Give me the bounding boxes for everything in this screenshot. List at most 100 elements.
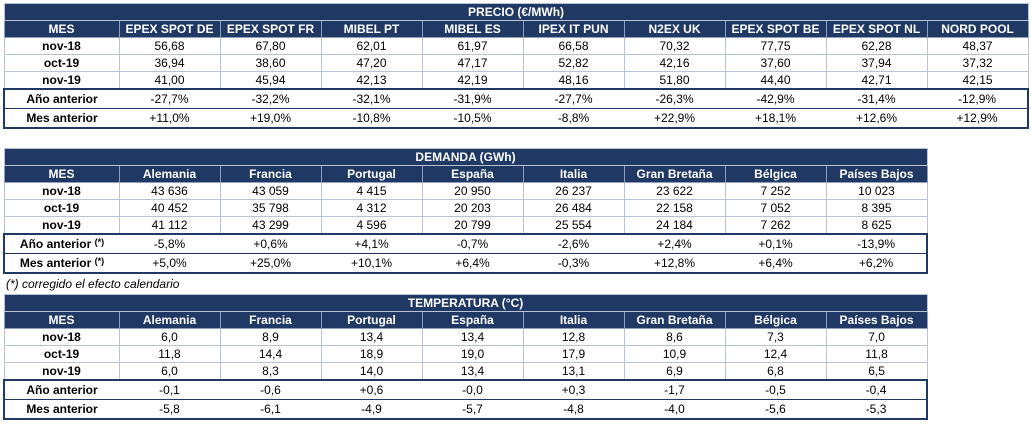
cell: 70,32	[623, 37, 726, 55]
column-header: MES	[3, 20, 120, 38]
column-header: Alemania	[118, 165, 221, 183]
label-text: Mes anterior	[26, 402, 98, 416]
cell: -0,7%	[422, 233, 523, 254]
data-row: nov-18 6,0 8,9 13,4 13,4 12,8 8,6 7,3 7,0	[3, 328, 928, 346]
cell: 6,5	[825, 362, 928, 381]
table-title: DEMANDA (GWh)	[3, 148, 928, 166]
cell: -5,8	[119, 399, 220, 420]
cell: -32,2%	[220, 88, 321, 109]
cell: -5,8%	[119, 233, 220, 254]
data-row: oct-19 40 452 35 798 4 312 20 203 26 484 22 15…	[3, 199, 928, 217]
row-label: nov-19	[3, 71, 120, 90]
cell: 66,58	[522, 37, 625, 55]
cell: +0,6	[321, 379, 422, 400]
cell: 6,0	[118, 362, 221, 381]
cell: +10,1%	[321, 253, 422, 274]
summary-row: Mes anterior -5,8 -6,1 -4,9 -5,7 -4,8 -4,0 -5,6…	[3, 399, 929, 420]
cell: -31,4%	[826, 88, 927, 109]
summary-rows: Año anterior -0,1 -0,6 +0,6 -0,0 +0,3 -1,7 -0,5…	[3, 379, 929, 420]
column-header: España	[421, 165, 524, 183]
data-row: nov-18 43 636 43 059 4 415 20 950 26 237 23 62…	[3, 182, 928, 200]
label-note: (*)	[94, 237, 105, 247]
title-row: TEMPERATURA (°C)	[3, 294, 928, 312]
cell: 13,4	[320, 328, 423, 346]
label-note: (*)	[94, 256, 105, 266]
column-header: MIBEL ES	[421, 20, 524, 38]
summary-row: Año anterior -0,1 -0,6 +0,6 -0,0 +0,3 -1,7 -0,5…	[3, 379, 929, 400]
column-header: Francia	[219, 311, 322, 329]
header-row: MES EPEX SPOT DE EPEX SPOT FR MIBEL PT MIBEL…	[3, 20, 1029, 38]
column-header: Alemania	[118, 311, 221, 329]
row-label: Año anterior (*)	[3, 233, 119, 254]
table-body: nov-18 43 636 43 059 4 415 20 950 26 237 23 62…	[3, 182, 928, 235]
cell: +11,0%	[119, 108, 220, 129]
table-body: nov-18 56,68 67,80 62,01 61,97 66,58 70,32 77,7…	[3, 37, 1029, 90]
column-header: Italia	[522, 165, 625, 183]
data-table: PRECIO (€/MWh) MES EPEX SPOT DE EPEX SPOT F…	[3, 3, 1030, 129]
column-header: EPEX SPOT FR	[219, 20, 322, 38]
cell: +2,4%	[624, 233, 725, 254]
data-row: nov-18 56,68 67,80 62,01 61,97 66,58 70,32 77,7…	[3, 37, 1029, 55]
cell: 36,94	[118, 54, 221, 72]
cell: 62,01	[320, 37, 423, 55]
row-label: nov-19	[3, 216, 120, 235]
cell: 14,4	[219, 345, 322, 363]
column-header: Bélgica	[724, 311, 827, 329]
cell: -42,9%	[725, 88, 826, 109]
cell: 20 799	[421, 216, 524, 235]
cell: 8,3	[219, 362, 322, 381]
cell: 7 252	[724, 182, 827, 200]
cell: 7 052	[724, 199, 827, 217]
data-row: nov-19 41,00 45,94 42,13 42,19 48,16 51,80 44,4…	[3, 71, 1029, 90]
cell: -32,1%	[321, 88, 422, 109]
cell: 4 312	[320, 199, 423, 217]
cell: 13,4	[421, 362, 524, 381]
cell: 26 237	[522, 182, 625, 200]
cell: +0,6%	[220, 233, 321, 254]
cell: -0,6	[220, 379, 321, 400]
row-label: nov-19	[3, 362, 120, 381]
row-label: nov-18	[3, 328, 120, 346]
column-header: Bélgica	[724, 165, 827, 183]
cell: 47,20	[320, 54, 423, 72]
cell: 43 299	[219, 216, 322, 235]
row-label: Mes anterior	[3, 108, 119, 129]
column-header: Gran Bretaña	[623, 165, 726, 183]
cell: 38,60	[219, 54, 322, 72]
summary-row: Mes anterior (*) +5,0% +25,0% +10,1% +6,4% -0…	[3, 253, 929, 274]
cell: 18,9	[320, 345, 423, 363]
cell: -5,7	[422, 399, 523, 420]
column-header: MES	[3, 165, 120, 183]
summary-row: Mes anterior +11,0% +19,0% -10,8% -10,5% -8,8…	[3, 108, 1030, 129]
table-head: TEMPERATURA (°C) MES Alemania Francia Portug…	[3, 294, 928, 329]
cell: +18,1%	[725, 108, 826, 129]
cell: 7,3	[724, 328, 827, 346]
row-label: oct-19	[3, 345, 120, 363]
cell: +12,6%	[826, 108, 927, 129]
cell: 43 059	[219, 182, 322, 200]
cell: 26 484	[522, 199, 625, 217]
cell: 13,4	[421, 328, 524, 346]
cell: 45,94	[219, 71, 322, 90]
summary-rows: Año anterior -27,7% -32,2% -32,1% -31,9% -27,…	[3, 88, 1030, 129]
row-label: nov-18	[3, 182, 120, 200]
cell: 51,80	[623, 71, 726, 90]
cell: -10,8%	[321, 108, 422, 129]
row-label: Año anterior	[3, 379, 119, 400]
footnote: (*) corregido el efecto calendario	[6, 277, 180, 291]
cell: 56,68	[118, 37, 221, 55]
column-header: Portugal	[320, 311, 423, 329]
cell: +25,0%	[220, 253, 321, 274]
column-header: España	[421, 311, 524, 329]
cell: 77,75	[724, 37, 827, 55]
cell: 17,9	[522, 345, 625, 363]
cell: 67,80	[219, 37, 322, 55]
cell: -2,6%	[523, 233, 624, 254]
row-label: oct-19	[3, 199, 120, 217]
cell: -0,1	[119, 379, 220, 400]
cell: 52,82	[522, 54, 625, 72]
column-header: Portugal	[320, 165, 423, 183]
cell: -8,8%	[523, 108, 624, 129]
cell: -4,9	[321, 399, 422, 420]
